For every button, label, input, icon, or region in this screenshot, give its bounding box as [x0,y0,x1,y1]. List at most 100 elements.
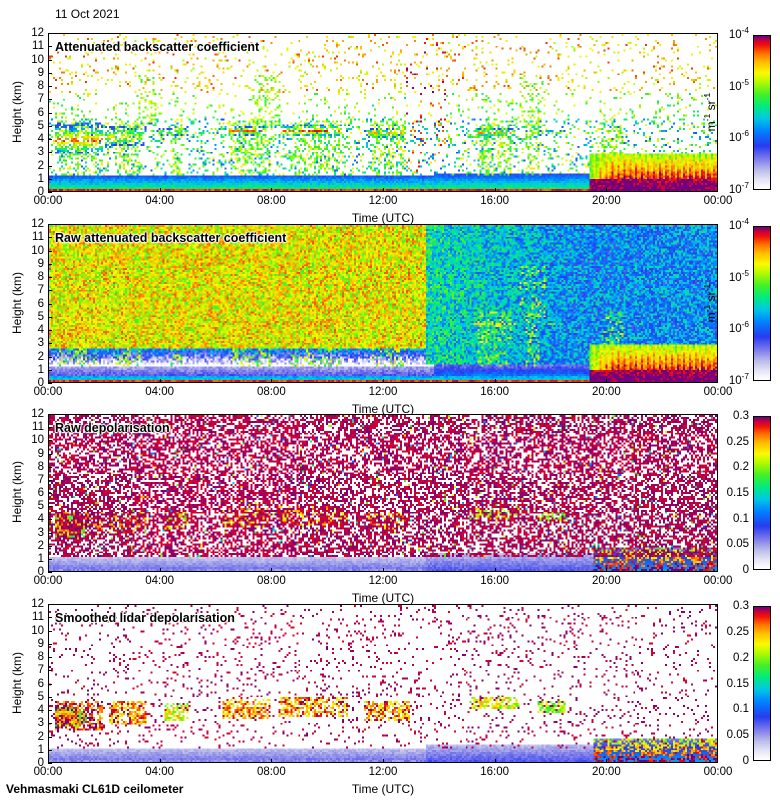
x-tick-mark [495,568,496,572]
y-tick-label: 6 [37,297,44,310]
y-tick-mark [48,357,52,358]
x-tick-label: 16:00 [480,766,510,778]
x-tick-label: 00:00 [703,386,733,398]
y-tick-label: 4 [37,133,44,145]
y-tick-label: 12 [31,218,44,230]
y-tick-label: 7 [37,93,44,106]
y-tick-mark [48,264,52,265]
y-tick-mark [48,33,52,34]
x-tick-mark [495,188,496,192]
colorbar-tick-label: 10-6 [728,320,749,336]
y-tick-mark [48,251,52,252]
y-tick-label: 8 [37,271,44,283]
y-tick-mark [48,750,52,751]
x-tick-label: 12:00 [368,575,398,587]
plot-area-raw-depolarisation[interactable] [48,414,718,572]
y-tick-mark [48,46,52,47]
x-axis-label: Time (UTC) [351,782,415,796]
y-tick-label: 9 [37,447,44,460]
y-tick-mark [48,192,52,193]
x-tick-mark [495,759,496,763]
y-tick-mark [48,763,52,764]
colorbar-tick-label: 10-7 [728,372,749,387]
plot-area-raw-attenuated-backscatter[interactable] [48,224,718,383]
y-axis-label: Height (km) [10,651,24,714]
y-tick-mark [48,737,52,738]
y-tick-mark [48,631,52,632]
y-tick-mark [48,126,52,127]
x-tick-label: 00:00 [33,386,63,398]
y-tick-label: 4 [37,513,44,526]
colorbar-tick-label: 0.05 [726,729,749,742]
y-tick-label: 8 [37,651,44,663]
y-tick-label: 5 [37,119,44,132]
x-tick-mark [383,379,384,383]
plot-area-attenuated-backscatter[interactable] [48,33,718,192]
y-tick-mark [48,723,52,724]
y-tick-mark [48,152,52,153]
y-tick-label: 2 [37,730,44,743]
y-tick-mark [48,113,52,114]
colorbar-gradient [754,607,770,760]
y-tick-mark [48,493,52,494]
x-tick-label: 00:00 [33,195,63,207]
y-tick-mark [48,237,52,238]
colorbar-tick-label: 0.15 [726,487,749,499]
x-tick-mark [495,379,496,383]
colorbar-tick-label: 10-5 [728,77,749,93]
colorbar-gradient [754,36,770,189]
x-tick-label: 00:00 [703,195,733,207]
y-tick-mark [48,304,52,305]
x-tick-label: 12:00 [368,195,398,207]
colorbar-gradient [754,417,770,569]
y-tick-mark [48,604,52,605]
y-tick-mark [48,559,52,560]
colorbar-tick-label: 0.2 [733,461,749,474]
colorbar-raw-attenuated-backscatter [753,226,771,381]
y-tick-label: 3 [37,337,44,350]
y-tick-mark [48,277,52,278]
x-tick-label: 04:00 [145,766,175,778]
y-tick-mark [48,697,52,698]
x-tick-label: 00:00 [33,766,63,778]
y-tick-label: 8 [37,80,44,92]
x-tick-label: 12:00 [368,386,398,398]
x-axis-label: Time (UTC) [351,211,415,225]
y-tick-label: 10 [31,244,44,257]
x-tick-mark [160,568,161,572]
x-tick-label: 00:00 [703,575,733,587]
y-tick-label: 4 [37,324,44,336]
y-tick-mark [48,670,52,671]
colorbar-tick-label: 0 [742,564,749,576]
plot-area-smoothed-lidar-depolarisation[interactable] [48,604,718,763]
x-tick-label: 20:00 [591,195,621,207]
y-tick-label: 3 [37,526,44,539]
y-tick-label: 10 [31,434,44,447]
x-axis-label: Time (UTC) [351,402,415,416]
colorbar-tick-label: 0.2 [733,651,749,664]
x-tick-label: 20:00 [591,766,621,778]
colorbar-tick-label: 10-4 [728,26,749,41]
y-tick-label: 0 [37,566,44,578]
colorbar-tick-label: 10-5 [728,268,749,284]
colorbar-raw-depolarisation [753,416,771,570]
y-tick-label: 6 [37,677,44,690]
x-tick-label: 04:00 [145,575,175,587]
y-tick-mark [48,86,52,87]
y-tick-mark [48,317,52,318]
y-tick-label: 10 [31,53,44,66]
colorbar-tick-label: 0 [742,755,749,767]
y-tick-label: 9 [37,257,44,270]
y-tick-mark [48,427,52,428]
y-tick-mark [48,467,52,468]
y-tick-label: 2 [37,350,44,363]
y-tick-label: 7 [37,664,44,677]
x-tick-label: 16:00 [480,575,510,587]
colorbar-tick-label: 0.1 [733,512,749,525]
y-tick-label: 1 [37,743,44,756]
date-label: 11 Oct 2021 [55,7,120,21]
y-tick-label: 9 [37,637,44,650]
